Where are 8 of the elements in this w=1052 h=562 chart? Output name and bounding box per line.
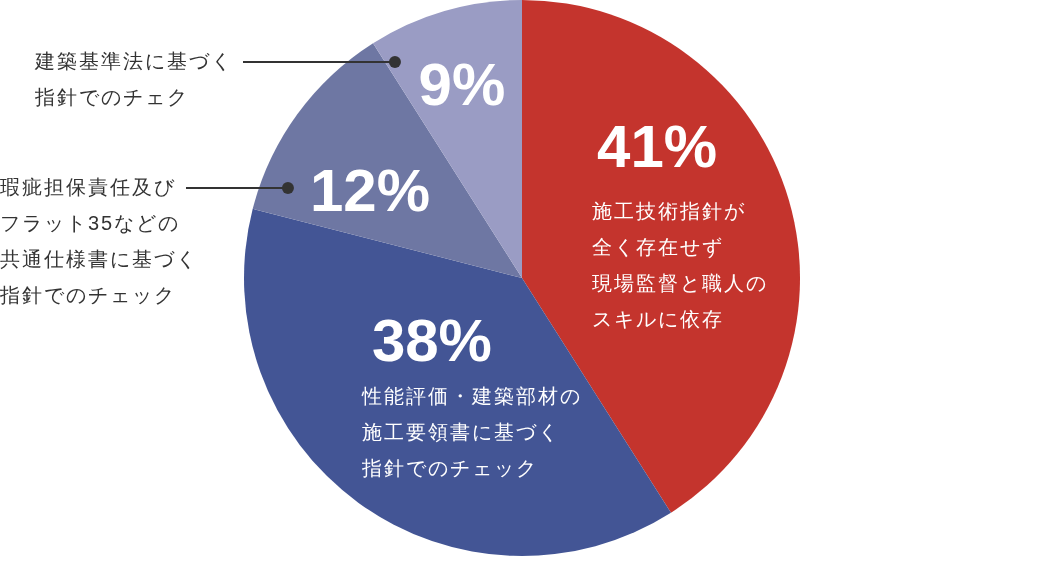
data-label: 38% bbox=[371, 307, 492, 375]
slice-label: 施工技術指針が全く存在せず現場監督と職人のスキルに依存 bbox=[591, 199, 768, 330]
slice-label: 建築基準法に基づく指針でのチェク bbox=[34, 49, 233, 108]
data-label: 9% bbox=[418, 50, 506, 118]
slice-label: 性能評価・建築部材の施工要領書に基づく指針でのチェック bbox=[360, 385, 582, 480]
slice-label: 瑕疵担保責任及びフラット35などの共通仕様書に基づく指針でのチェック bbox=[0, 175, 198, 306]
data-label: 41% bbox=[597, 112, 718, 180]
data-label: 12% bbox=[309, 157, 430, 225]
